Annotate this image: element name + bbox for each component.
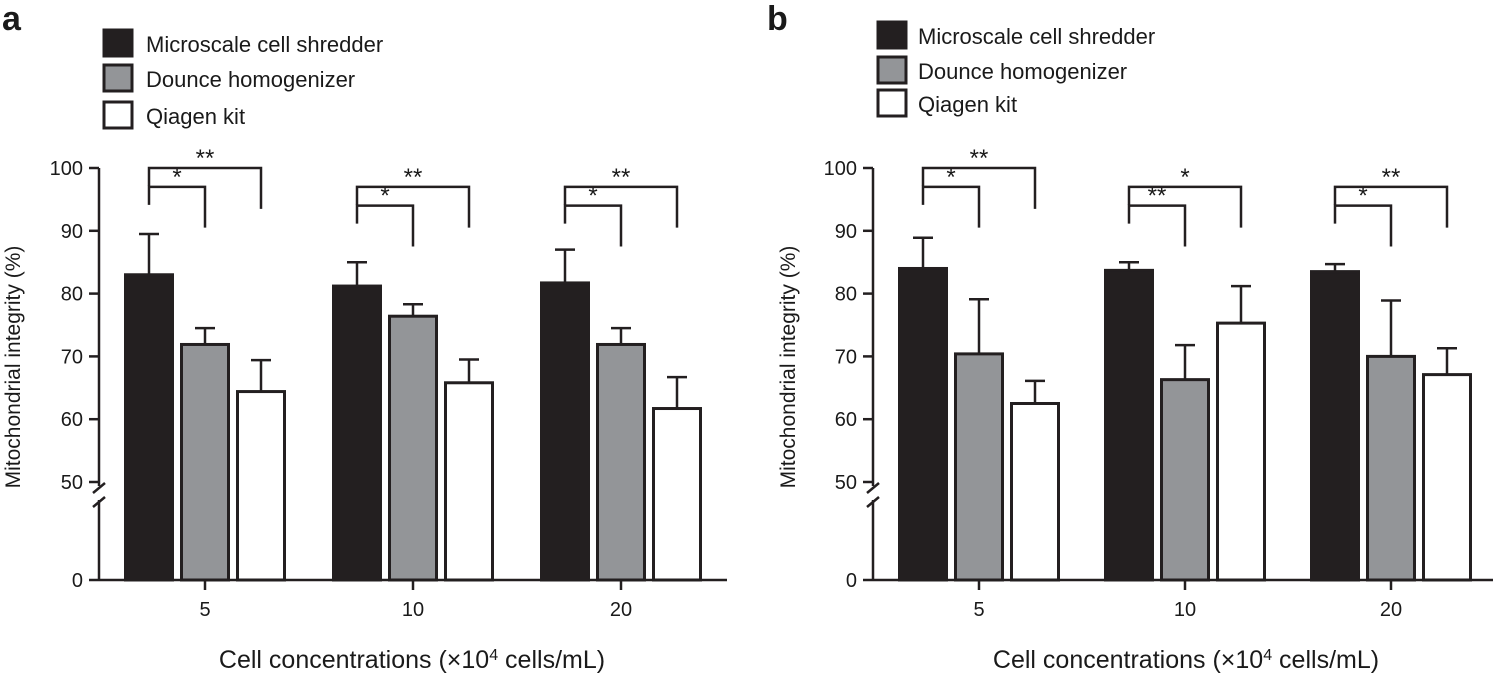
panel-a-significance-bracket xyxy=(563,204,623,247)
panel-b-significance-bracket xyxy=(1127,204,1187,247)
panel-b-legend-swatch-shredder xyxy=(876,20,908,50)
panel-a-x-tick-label: 20 xyxy=(610,599,632,621)
panel-a-x-axis-title-tail: cells/mL) xyxy=(498,646,605,674)
panel-a-significance-label: ** xyxy=(612,164,631,191)
panel-a-significance-label: ** xyxy=(196,145,215,172)
panel-a-significance-bracket xyxy=(147,185,207,228)
panel-a-significance-bracket xyxy=(355,204,415,247)
panel-a-axis-break-mark xyxy=(92,482,106,494)
panel-a-bar xyxy=(124,273,174,582)
panel-a-significance-label: ** xyxy=(404,164,423,191)
panel-b-bar xyxy=(954,352,1004,582)
panel-b-y-tick-label: 80 xyxy=(835,284,857,306)
panel-a-significance-label: * xyxy=(588,183,597,210)
panel-b-bar xyxy=(1310,270,1360,582)
panel-b-legend-label-qiagen: Qiagen kit xyxy=(918,92,1017,117)
panel-a-x-tick-label: 10 xyxy=(402,599,424,621)
panel-b-significance-bracket xyxy=(921,185,981,228)
panel-b-x-axis-title-main: Cell concentrations (×10 xyxy=(993,646,1263,674)
panel-b-x-tick-label: 10 xyxy=(1174,599,1196,621)
panel-a-y-tick-label: 0 xyxy=(72,570,83,592)
panel-a-significance-label: * xyxy=(380,183,389,210)
panel-b-label: b xyxy=(767,0,788,38)
panel-b-significance-bracket xyxy=(1333,204,1393,247)
panel-a-bar xyxy=(540,281,590,582)
panel-b-x-tick-label: 5 xyxy=(973,599,984,621)
panel-a-x-tick-label: 5 xyxy=(199,599,210,621)
panel-a-legend-swatch-dounce xyxy=(102,63,134,93)
panel-b-significance-bracket xyxy=(921,166,1037,209)
panel-b-y-tick-label: 90 xyxy=(835,221,857,243)
svg-text:Cell concentrations (×104 cell: Cell concentrations (×104 cells/mL) xyxy=(219,646,605,674)
panel-a-bar xyxy=(388,314,438,582)
panel-b-legend-swatch-dounce xyxy=(876,55,908,85)
panel-a-x-axis-title: Cell concentrations (×104 cells/mL) xyxy=(219,646,605,674)
panel-a: a Microscale cell shredder Dounce homoge… xyxy=(2,0,727,674)
panel-a-y-tick-label: 50 xyxy=(61,472,83,494)
panel-b-significance-label: * xyxy=(1358,183,1367,210)
panel-a-significance-bracket xyxy=(147,166,263,209)
panel-b-y-tick-label: 70 xyxy=(835,346,857,368)
panel-a-bar xyxy=(444,381,494,582)
panel-b-x-axis-title: Cell concentrations (×104 cells/mL) xyxy=(993,646,1379,674)
panel-b-legend: Microscale cell shredder Dounce homogeni… xyxy=(876,20,1155,118)
panel-a-bar xyxy=(652,407,702,582)
panel-b-bar xyxy=(1422,373,1472,582)
panel-a-legend-swatch-shredder xyxy=(102,28,134,58)
panel-a-legend-swatch-qiagen xyxy=(102,100,134,130)
panel-a-significance-bracket xyxy=(355,185,471,228)
panel-b-y-tick-label: 100 xyxy=(824,158,857,180)
panel-b-legend-label-dounce: Dounce homogenizer xyxy=(918,59,1127,84)
panel-b: b Microscale cell shredder Dounce homoge… xyxy=(767,0,1493,674)
panel-a-x-axis-title-main: Cell concentrations (×10 xyxy=(219,646,489,674)
panel-b-bar xyxy=(1010,402,1060,582)
panel-b-significance-label: * xyxy=(946,164,955,191)
panel-a-axis-break-mark xyxy=(92,496,106,508)
panel-b-y-axis-title: Mitochondrial integrity (%) xyxy=(777,246,800,489)
panel-a-legend: Microscale cell shredder Dounce homogeni… xyxy=(102,28,383,130)
panel-b-axis-break-mark xyxy=(866,496,880,508)
panel-b-legend-swatch-qiagen xyxy=(876,88,908,118)
svg-text:Cell concentrations (×104 cell: Cell concentrations (×104 cells/mL) xyxy=(993,646,1379,674)
panel-a-y-axis-title: Mitochondrial integrity (%) xyxy=(2,246,25,489)
panel-b-x-tick-label: 20 xyxy=(1380,599,1402,621)
panel-b-bar xyxy=(1216,321,1266,582)
panel-b-significance-label: ** xyxy=(1382,164,1401,191)
panel-b-x-axis-title-tail: cells/mL) xyxy=(1272,646,1379,674)
panel-a-legend-label-dounce: Dounce homogenizer xyxy=(146,67,355,92)
panel-b-y-tick-label: 50 xyxy=(835,472,857,494)
panel-a-legend-label-shredder: Microscale cell shredder xyxy=(146,32,383,57)
panel-b-significance-label: ** xyxy=(970,145,989,172)
panel-a-legend-label-qiagen: Qiagen kit xyxy=(146,104,245,129)
panel-a-y-tick-label: 100 xyxy=(50,158,83,180)
panel-a-bar xyxy=(180,342,230,582)
panel-a-x-axis-title-sup: 4 xyxy=(489,647,498,664)
panel-a-bar xyxy=(332,284,382,582)
panel-a-significance-bracket xyxy=(563,185,679,228)
panel-b-bar xyxy=(898,266,948,582)
panel-b-significance-label: ** xyxy=(1148,183,1167,210)
panel-a-y-tick-label: 90 xyxy=(61,221,83,243)
panel-b-y-tick-label: 60 xyxy=(835,409,857,431)
panel-b-bar xyxy=(1366,354,1416,582)
panel-a-bar xyxy=(236,390,286,582)
panel-a-significance-label: * xyxy=(172,164,181,191)
panel-a-y-tick-label: 70 xyxy=(61,346,83,368)
panel-a-y-tick-label: 60 xyxy=(61,409,83,431)
panel-b-y-tick-label: 0 xyxy=(846,570,857,592)
panel-b-bar xyxy=(1104,268,1154,582)
panel-b-legend-label-shredder: Microscale cell shredder xyxy=(918,24,1155,49)
panel-b-significance-label: * xyxy=(1180,164,1189,191)
panel-b-significance-bracket xyxy=(1127,185,1243,228)
panel-b-significance-bracket xyxy=(1333,185,1449,228)
panel-b-axis-break-mark xyxy=(866,482,880,494)
panel-a-y-tick-label: 80 xyxy=(61,284,83,306)
panel-a-label: a xyxy=(2,0,22,38)
panel-a-bar xyxy=(596,342,646,582)
panel-b-bar xyxy=(1160,378,1210,582)
panel-b-x-axis-title-sup: 4 xyxy=(1263,647,1272,664)
